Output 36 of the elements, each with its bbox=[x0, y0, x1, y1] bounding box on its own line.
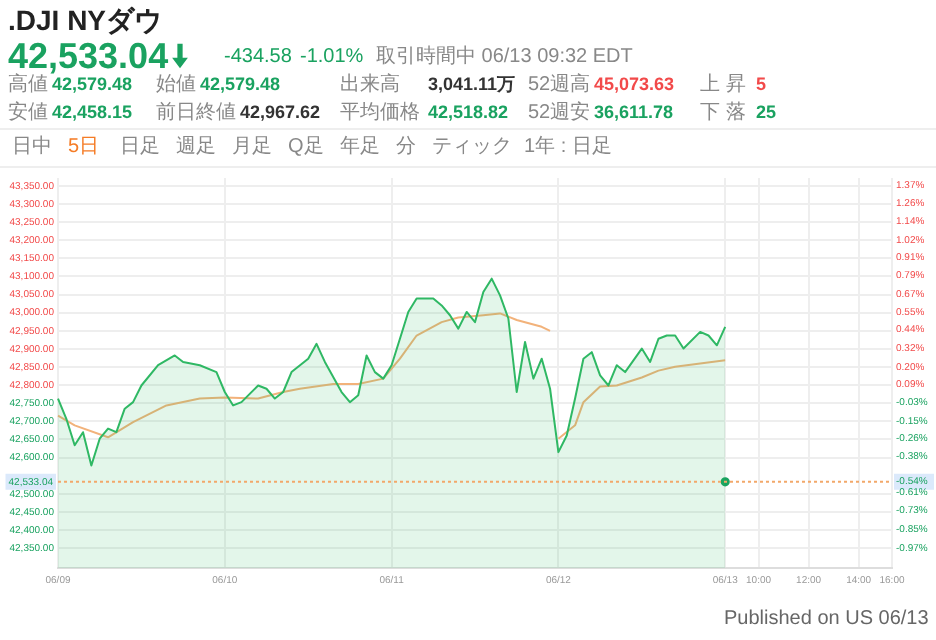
text: 3,041.11万 bbox=[428, 74, 516, 94]
text: 高値 bbox=[8, 74, 48, 96]
text: 年足 bbox=[340, 136, 380, 158]
text: 5日 bbox=[68, 136, 100, 158]
text: 日足 bbox=[120, 136, 160, 158]
text: 52週高 bbox=[528, 74, 591, 96]
text: Q足 bbox=[288, 136, 324, 158]
text: 月足 bbox=[232, 136, 272, 158]
text: 42,579.48 bbox=[200, 74, 281, 94]
text: 始値 bbox=[156, 74, 196, 96]
text: Published on US 06/13 bbox=[724, 608, 929, 630]
text: 下 落 bbox=[700, 102, 746, 124]
text: 1年 : 日足 bbox=[524, 136, 612, 158]
text: 取引時間中 06/13 09:32 EDT bbox=[376, 46, 633, 68]
text: 日中 bbox=[12, 136, 52, 158]
text: 36,611.78 bbox=[594, 102, 674, 122]
text: 5 bbox=[756, 74, 767, 94]
text: 42,458.15 bbox=[52, 102, 133, 122]
text: 42,967.62 bbox=[240, 102, 321, 122]
text: 出来高 bbox=[340, 74, 400, 96]
text: 前日終値 bbox=[156, 102, 236, 124]
text: 安値 bbox=[8, 102, 48, 124]
text: 52週安 bbox=[528, 102, 591, 124]
chart-title: .DJI NYダウ bbox=[8, 4, 163, 36]
text: -434.58 bbox=[224, 46, 292, 68]
text: 週足 bbox=[176, 136, 216, 158]
text: 42,518.82 bbox=[428, 102, 509, 122]
text: 45,073.63 bbox=[594, 74, 675, 94]
chart-subtitle: 42,533.04 bbox=[8, 36, 169, 76]
text: ティック bbox=[432, 136, 512, 158]
text: 42,579.48 bbox=[52, 74, 133, 94]
text: 上 昇 bbox=[700, 74, 746, 96]
text: 25 bbox=[756, 102, 777, 122]
text: 分 bbox=[396, 136, 416, 158]
text: 平均価格 bbox=[340, 102, 420, 124]
text: -1.01% bbox=[300, 46, 364, 68]
